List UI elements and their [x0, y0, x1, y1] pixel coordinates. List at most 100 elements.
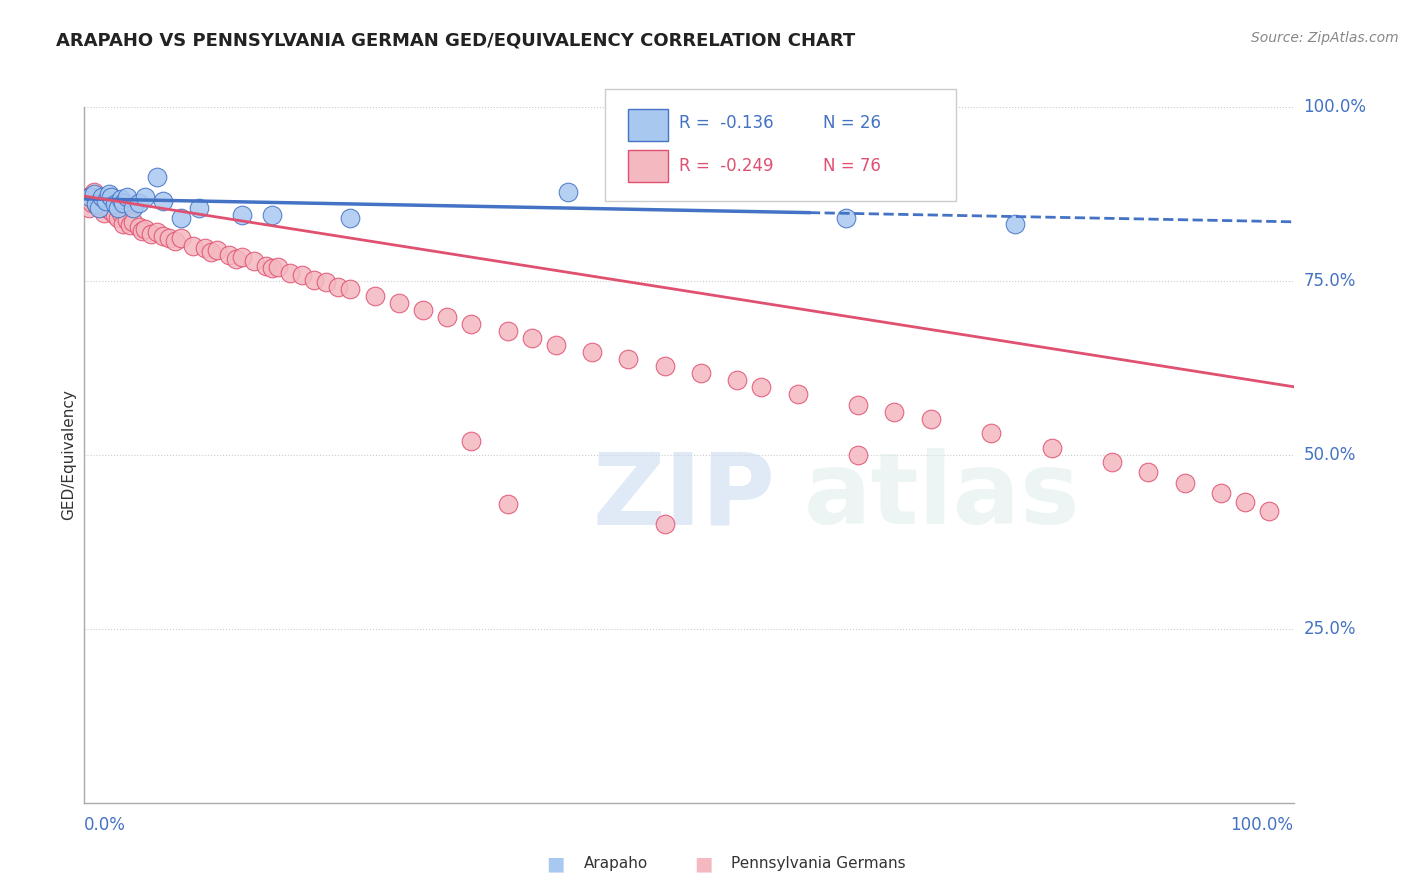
Text: Arapaho: Arapaho	[583, 856, 648, 871]
Point	[104, 208, 127, 222]
Point	[86, 197, 108, 211]
Point	[112, 196, 135, 211]
Point	[128, 219, 150, 234]
Point	[200, 244, 222, 259]
Text: 25.0%: 25.0%	[1303, 620, 1355, 638]
Text: ZIP: ZIP	[592, 448, 775, 545]
Point	[77, 201, 100, 215]
Point	[725, 373, 748, 387]
Point	[1101, 455, 1123, 469]
Text: 100.0%: 100.0%	[1303, 98, 1367, 116]
Point	[121, 215, 143, 229]
Point	[112, 217, 135, 231]
Point	[76, 192, 98, 206]
Point	[163, 234, 186, 248]
Point	[883, 405, 905, 419]
Point	[1209, 486, 1232, 500]
Point	[291, 268, 314, 283]
Point	[302, 272, 325, 286]
Text: 0.0%: 0.0%	[84, 816, 127, 834]
Point	[1258, 503, 1281, 517]
Point	[544, 338, 567, 352]
Point	[194, 241, 217, 255]
Point	[134, 190, 156, 204]
Point	[254, 259, 277, 273]
Point	[617, 351, 640, 366]
Point	[152, 194, 174, 208]
Point	[339, 282, 361, 296]
Point	[181, 239, 204, 253]
Point	[267, 260, 290, 274]
Point	[115, 190, 138, 204]
Point	[131, 224, 153, 238]
Point	[460, 317, 482, 331]
Point	[104, 197, 127, 211]
Point	[1137, 466, 1160, 480]
Point	[79, 189, 101, 203]
Point	[654, 359, 676, 373]
Point	[581, 345, 603, 359]
Point	[231, 250, 253, 264]
Point	[1174, 475, 1197, 490]
Point	[835, 211, 858, 226]
Text: ■: ■	[546, 854, 565, 873]
Text: N = 76: N = 76	[823, 157, 880, 175]
Point	[89, 192, 111, 206]
Point	[94, 194, 117, 208]
Y-axis label: GED/Equivalency: GED/Equivalency	[60, 390, 76, 520]
Text: 50.0%: 50.0%	[1303, 446, 1355, 464]
Point	[315, 276, 337, 290]
Point	[91, 190, 114, 204]
Point	[980, 425, 1002, 440]
Point	[100, 190, 122, 204]
Point	[157, 231, 180, 245]
Point	[460, 434, 482, 448]
Text: Pennsylvania Germans: Pennsylvania Germans	[731, 856, 905, 871]
Point	[128, 196, 150, 211]
Point	[218, 247, 240, 261]
Text: 75.0%: 75.0%	[1303, 272, 1355, 290]
Point	[846, 448, 869, 462]
Text: 100.0%: 100.0%	[1230, 816, 1294, 834]
Point	[225, 252, 247, 266]
Point	[328, 279, 350, 293]
Point	[654, 517, 676, 532]
Point	[146, 169, 169, 184]
Point	[388, 296, 411, 310]
Point	[94, 201, 117, 215]
Point	[146, 225, 169, 239]
Text: N = 26: N = 26	[823, 114, 880, 132]
Point	[260, 208, 283, 222]
Point	[110, 192, 132, 206]
Point	[339, 211, 361, 226]
Point	[436, 310, 458, 325]
Point	[121, 201, 143, 215]
Point	[152, 228, 174, 243]
Point	[1004, 217, 1026, 231]
Text: R =  -0.249: R = -0.249	[679, 157, 773, 175]
Point	[83, 187, 105, 202]
Point	[1040, 441, 1063, 455]
Point	[786, 386, 808, 401]
Point	[139, 227, 162, 241]
Point	[207, 243, 229, 257]
Point	[91, 196, 114, 211]
Point	[110, 206, 132, 220]
Point	[170, 231, 193, 245]
Point	[83, 185, 105, 199]
Point	[557, 185, 579, 199]
Point	[120, 219, 142, 233]
Point	[363, 289, 385, 303]
Point	[170, 211, 193, 226]
Point	[1234, 495, 1257, 509]
Point	[79, 190, 101, 204]
Point	[496, 324, 519, 338]
Point	[496, 497, 519, 511]
Point	[690, 366, 713, 380]
Text: atlas: atlas	[804, 448, 1080, 545]
Text: Source: ZipAtlas.com: Source: ZipAtlas.com	[1251, 31, 1399, 45]
Point	[231, 208, 253, 222]
Point	[278, 266, 301, 280]
Point	[412, 303, 434, 318]
Point	[751, 380, 773, 394]
